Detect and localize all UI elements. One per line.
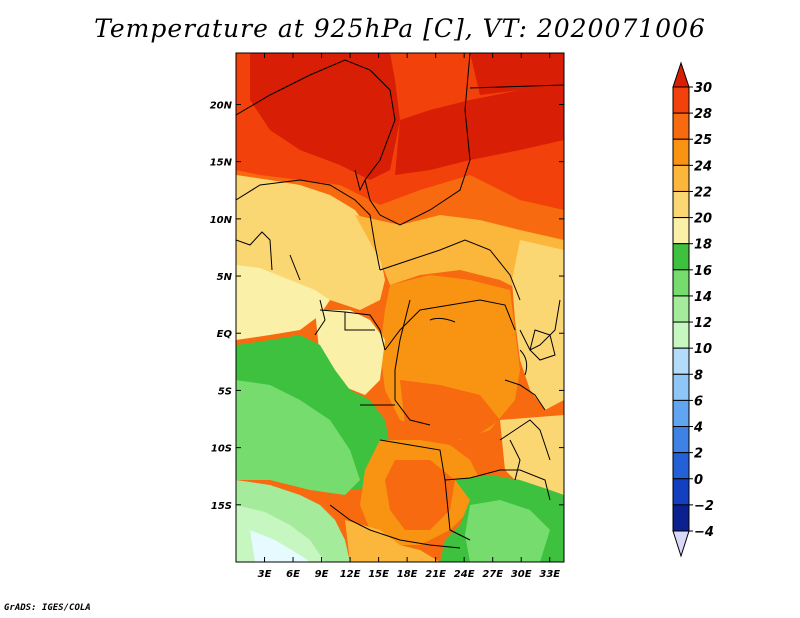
- colorbar-swatch: [672, 295, 690, 323]
- colorbar-swatch: [672, 478, 690, 506]
- region-congo-warm: [400, 380, 500, 440]
- x-axis: 3E 6E 9E 12E 15E 18E 21E 24E 27E 30E 33E: [258, 53, 560, 580]
- colorbar-swatch: [672, 190, 690, 219]
- y-tick-label: 20N: [210, 100, 233, 111]
- colorbar-swatch: [672, 347, 690, 375]
- y-tick-label: 10N: [210, 215, 233, 226]
- region-sahara-core-top: [470, 53, 564, 95]
- x-tick-label: 9E: [315, 569, 329, 580]
- colorbar-swatch: [672, 452, 690, 480]
- region-south-interior: [345, 520, 440, 562]
- colorbar-swatch: [672, 373, 690, 401]
- region-coast-pale: [236, 265, 330, 340]
- colorbar-bottom-arrow: [672, 530, 690, 558]
- region-east-highlands: [512, 240, 564, 410]
- colorbar-swatch: [672, 321, 690, 349]
- colorbar-swatch: [672, 112, 690, 140]
- region-sw-coast-ice: [250, 530, 310, 562]
- colorbar-label: 25: [694, 133, 712, 148]
- y-axis: 20N 15N 10N 5N EQ 5S 10S 15S: [210, 100, 564, 512]
- region-east-highlands-2: [500, 415, 564, 500]
- temperature-field: [236, 53, 564, 562]
- colorbar-label: 0: [694, 473, 703, 488]
- x-tick-label: 24E: [454, 569, 475, 580]
- colorbar-label: 22: [694, 185, 712, 200]
- colorbar-top-arrow: [672, 61, 690, 88]
- y-tick-label: EQ: [217, 329, 233, 340]
- x-tick-label: 30E: [511, 569, 532, 580]
- y-tick-label: 15S: [211, 501, 232, 512]
- grads-credit: GrADS: IGES/COLA: [4, 603, 91, 613]
- colorbar-swatch: [672, 399, 690, 428]
- colorbar-swatch: [672, 138, 690, 166]
- colorbar-label: −2: [694, 499, 714, 514]
- y-tick-label: 10S: [211, 444, 232, 455]
- colorbar-label: 2: [694, 447, 703, 462]
- colorbar-label: −4: [694, 525, 714, 540]
- region-angola-light: [236, 380, 360, 495]
- colorbar-swatch: [672, 504, 690, 532]
- x-tick-label: 6E: [286, 569, 300, 580]
- x-tick-label: 3E: [258, 569, 272, 580]
- x-tick-label: 12E: [340, 569, 361, 580]
- colorbar-swatch: [672, 86, 690, 114]
- colorbar-label: 10: [694, 342, 712, 357]
- colorbar-label: 8: [694, 368, 703, 383]
- colorbar-label: 30: [694, 81, 712, 96]
- x-tick-label: 27E: [482, 569, 503, 580]
- colorbar-swatch: [672, 217, 690, 245]
- chart-title: Temperature at 925hPa [C], VT: 202007100…: [94, 14, 706, 43]
- colorbar-label: 18: [694, 238, 712, 253]
- colorbar-label: 20: [694, 212, 712, 227]
- x-tick-label: 21E: [425, 569, 446, 580]
- x-tick-label: 33E: [539, 569, 560, 580]
- colorbar-swatch: [672, 243, 690, 271]
- colorbar-label: 14: [694, 290, 712, 305]
- colorbar-label: 28: [694, 107, 712, 122]
- y-tick-label: 15N: [210, 158, 233, 169]
- colorbar-swatch: [672, 269, 690, 297]
- x-tick-label: 15E: [368, 569, 389, 580]
- region-angola-core: [385, 460, 455, 530]
- region-zambia-light: [465, 500, 550, 562]
- colorbar-label: 12: [694, 316, 712, 331]
- x-tick-label: 18E: [397, 569, 418, 580]
- region-sahara-core-west: [250, 53, 400, 180]
- y-tick-label: 5N: [217, 272, 233, 283]
- colorbar-label: 6: [694, 394, 703, 409]
- region-sahara-core-east: [395, 80, 564, 175]
- country-borders: [236, 53, 564, 549]
- y-tick-label: 5S: [218, 386, 232, 397]
- colorbar-label: 4: [693, 421, 703, 436]
- plot-frame: [235, 52, 565, 563]
- colorbar-swatch: [672, 164, 690, 192]
- colorbar-label: 16: [694, 264, 712, 279]
- colorbar-label: 24: [694, 159, 712, 174]
- colorbar-swatch: [672, 426, 690, 454]
